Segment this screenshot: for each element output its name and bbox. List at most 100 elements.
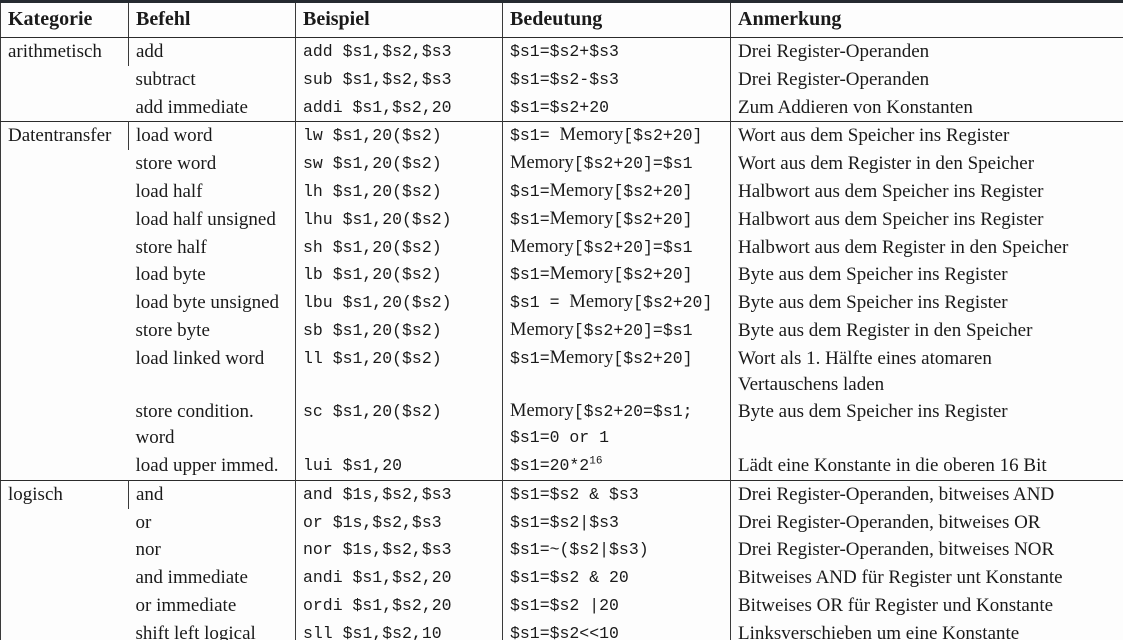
section-arithmetisch: arithmetisch add add $s1,$s2,$s3 $s1=$s2+$s… <box>1 37 1123 122</box>
cell-bedeutung: $s1=$s2 & $s3 <box>502 480 731 509</box>
cell-bedeutung: $s1=Memory[$s2+20] <box>502 344 731 399</box>
memory-label: Memory <box>549 264 614 285</box>
cell-beispiel: addi $s1,$s2,20 <box>295 93 503 122</box>
cell-bedeutung: $s1=~($s2|$s3) <box>502 536 731 565</box>
cell-anmerkung: Halbwort aus dem Speicher ins Register <box>730 205 1123 234</box>
cell-beispiel: sub $s1,$s2,$s3 <box>295 65 503 94</box>
table-row: logisch and and $1s,$s2,$s3 $s1=$s2 & $s3 Dr… <box>1 480 1123 509</box>
cell-beispiel: ordi $s1,$s2,20 <box>295 591 503 620</box>
cell-bedeutung: $s1=$s2|$s3 <box>502 508 731 537</box>
cell-beispiel: nor $1s,$s2,$s3 <box>295 536 503 565</box>
cell-bedeutung: Memory[$s2+20]=$s1 <box>502 150 731 178</box>
column-header-kategorie: Kategorie <box>0 1 129 38</box>
cell-beispiel: andi $s1,$s2,20 <box>295 564 503 592</box>
cell-anmerkung: Byte aus dem Speicher ins Register <box>730 289 1123 317</box>
cell-beispiel: lw $s1,20($s2) <box>295 121 503 151</box>
table-row: store byte sb $s1,20($s2) Memory[$s2+20]=$… <box>1 316 1123 345</box>
cell-befehl: add immediate <box>135 96 248 118</box>
cell-beispiel: add $s1,$s2,$s3 <box>295 37 503 66</box>
cell-beispiel: lh $s1,20($s2) <box>295 177 503 206</box>
cell-bedeutung: $s1=$s2 & 20 <box>502 564 731 592</box>
cell-anmerkung: Drei Register-Operanden, bitweises OR <box>730 508 1123 537</box>
memory-label: Memory <box>510 319 574 340</box>
table-row: subtract sub $s1,$s2,$s3 $s1=$s2-$s3 Drei R… <box>1 65 1123 94</box>
table-header: Kategorie Befehl Beispiel Bedeutung Anmerkun… <box>0 1 1123 38</box>
column-header-befehl: Befehl <box>128 1 296 38</box>
cell-anmerkung: Wort als 1. Hälfte eines atomaren Vertaus… <box>730 344 1123 399</box>
section-logisch: logisch and and $1s,$s2,$s3 $s1=$s2 & $s3 Dr… <box>0 480 1123 640</box>
memory-label: Memory <box>549 180 614 201</box>
cell-bedeutung: $s1=$s2 |20 <box>502 591 731 620</box>
cell-beispiel: sc $s1,20($s2) <box>295 398 503 452</box>
cell-befehl: add <box>128 37 296 66</box>
cell-beispiel: sw $s1,20($s2) <box>295 150 503 178</box>
cell-befehl: load half <box>135 180 203 202</box>
table-row: load half lh $s1,20($s2) $s1=Memory[$s2+20… <box>1 177 1123 206</box>
cell-anmerkung: Byte aus dem Register in den Speicher <box>730 316 1123 345</box>
memory-label: Memory <box>510 153 574 174</box>
cell-befehl: load upper immed. <box>135 454 279 476</box>
cell-anmerkung: Drei Register-Operanden <box>730 37 1123 66</box>
cell-anmerkung: Zum Addieren von Konstanten <box>730 93 1123 122</box>
memory-label: Memory <box>510 401 574 422</box>
cell-kategorie: Datentransfer <box>8 125 112 147</box>
table-row: Datentransfer load word lw $s1,20($s2) $s1=… <box>1 121 1123 151</box>
cell-anmerkung: Drei Register-Operanden, bitweises AND <box>730 480 1123 509</box>
cell-anmerkung: Halbwort aus dem Speicher ins Register <box>730 177 1123 206</box>
memory-label: Memory <box>559 125 624 146</box>
cell-beispiel: lhu $s1,20($s2) <box>295 205 503 234</box>
cell-befehl: nor <box>135 539 161 561</box>
table-row: store condition. word sc $s1,20($s2) Memory… <box>1 398 1123 452</box>
column-header-beispiel: Beispiel <box>295 1 503 38</box>
cell-befehl: or <box>135 511 152 533</box>
cell-befehl: store half <box>135 236 207 258</box>
cell-anmerkung: Byte aus dem Speicher ins Register <box>730 261 1123 290</box>
table-row: and immediate andi $s1,$s2,20 $s1=$s2 & 20… <box>1 564 1123 592</box>
cell-bedeutung: Memory[$s2+20]=$s1 <box>502 316 731 345</box>
section-datentransfer: Datentransfer load word lw $s1,20($s2) $s1=… <box>0 121 1123 481</box>
cell-bedeutung: $s1=$s2-$s3 <box>502 65 731 94</box>
cell-beispiel: or $1s,$s2,$s3 <box>295 508 503 537</box>
cell-bedeutung: $s1=$s2<<10 <box>502 619 731 640</box>
table-row: load byte unsigned lbu $s1,20($s2) $s1 = M… <box>1 289 1123 317</box>
memory-label: Memory <box>549 208 614 229</box>
memory-label: Memory <box>549 347 614 368</box>
cell-befehl: load word <box>128 121 296 151</box>
cell-befehl: subtract <box>135 68 196 90</box>
cell-bedeutung: $s1 = Memory[$s2+20] <box>502 289 731 317</box>
cell-bedeutung: Memory[$s2+20=$s1; $s1=0 or 1 <box>502 398 731 452</box>
table-row: load upper immed. lui $s1,20 $s1=20*216 Läd… <box>1 451 1123 481</box>
cell-beispiel: sh $s1,20($s2) <box>295 233 503 262</box>
table-row: or immediate ordi $s1,$s2,20 $s1=$s2 |20 Bi… <box>1 591 1123 620</box>
cell-bedeutung: Memory[$s2+20]=$s1 <box>502 233 731 262</box>
table-row: nor nor $1s,$s2,$s3 $s1=~($s2|$s3) Drei Reg… <box>1 536 1123 565</box>
cell-bedeutung: $s1=Memory[$s2+20] <box>502 205 731 234</box>
cell-beispiel: lbu $s1,20($s2) <box>295 289 503 317</box>
cell-befehl: and <box>128 480 296 509</box>
cell-anmerkung: Linksverschieben um eine Konstante <box>730 619 1123 640</box>
memory-label: Memory <box>510 236 574 257</box>
cell-bedeutung: $s1=Memory[$s2+20] <box>502 261 731 290</box>
table-row: arithmetisch add add $s1,$s2,$s3 $s1=$s2+$s… <box>1 37 1123 66</box>
cell-anmerkung: Halbwort aus dem Register in den Speiche… <box>730 233 1123 262</box>
column-header-bedeutung: Bedeutung <box>502 1 731 38</box>
cell-befehl: and immediate <box>135 567 248 589</box>
cell-bedeutung: $s1= Memory[$s2+20] <box>502 121 731 151</box>
table-row: add immediate addi $s1,$s2,20 $s1=$s2+20 Zu… <box>1 93 1123 122</box>
cell-anmerkung: Drei Register-Operanden <box>730 65 1123 94</box>
cell-beispiel: and $1s,$s2,$s3 <box>295 480 503 509</box>
cell-anmerkung: Byte aus dem Speicher ins Register <box>730 398 1123 452</box>
table-row: load byte lb $s1,20($s2) $s1=Memory[$s2+20… <box>1 261 1123 290</box>
cell-befehl: or immediate <box>135 594 237 616</box>
column-header-anmerkung: Anmerkung <box>730 1 1123 38</box>
cell-befehl: load byte unsigned <box>135 292 280 314</box>
header-row: Kategorie Befehl Beispiel Bedeutung Anmerkun… <box>0 1 1123 38</box>
cell-befehl: shift left logical <box>135 622 256 640</box>
cell-bedeutung: $s1=Memory[$s2+20] <box>502 177 731 206</box>
table-row: or or $1s,$s2,$s3 $s1=$s2|$s3 Drei Register… <box>1 508 1123 537</box>
cell-bedeutung: $s1=$s2+$s3 <box>502 37 731 66</box>
cell-beispiel: ll $s1,20($s2) <box>295 344 503 399</box>
cell-anmerkung: Drei Register-Operanden, bitweises NOR <box>730 536 1123 565</box>
